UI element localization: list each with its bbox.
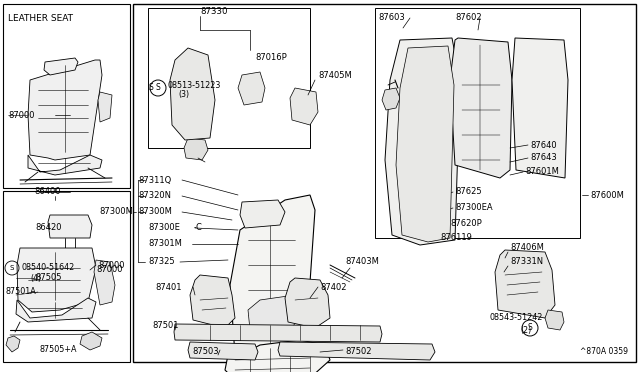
Text: ^870A 0359: ^870A 0359: [580, 347, 628, 356]
Text: 87000: 87000: [98, 260, 125, 269]
Text: 08540-51642: 08540-51642: [22, 263, 76, 273]
Text: 87301M: 87301M: [148, 240, 182, 248]
Text: LEATHER SEAT: LEATHER SEAT: [8, 14, 73, 23]
Polygon shape: [98, 92, 112, 122]
Text: 87603: 87603: [378, 13, 404, 22]
Polygon shape: [16, 298, 96, 322]
Polygon shape: [285, 278, 330, 328]
Text: 87505+A: 87505+A: [40, 346, 77, 355]
Polygon shape: [545, 310, 564, 330]
Polygon shape: [48, 215, 92, 238]
Polygon shape: [28, 155, 102, 175]
Text: -C: -C: [194, 224, 203, 232]
Polygon shape: [248, 295, 298, 335]
Polygon shape: [290, 88, 318, 125]
Text: S: S: [527, 324, 532, 333]
Text: 87300E: 87300E: [148, 224, 180, 232]
Bar: [3, 191, 130, 362]
Bar: [133, 4, 636, 362]
Polygon shape: [512, 38, 568, 178]
Text: 87000: 87000: [8, 110, 35, 119]
Text: 87016P: 87016P: [255, 54, 287, 62]
Polygon shape: [225, 340, 330, 372]
Text: 87300M: 87300M: [138, 208, 172, 217]
Text: 87405M: 87405M: [318, 71, 352, 80]
Text: 87501A: 87501A: [5, 288, 36, 296]
Text: 87403M: 87403M: [345, 257, 379, 266]
Text: 87602: 87602: [455, 13, 482, 22]
Bar: [148, 8, 310, 148]
Text: 87401: 87401: [155, 282, 182, 292]
Text: 87402: 87402: [320, 282, 346, 292]
Polygon shape: [94, 260, 115, 305]
Text: S: S: [10, 265, 14, 271]
Polygon shape: [238, 72, 265, 105]
Text: 87643: 87643: [530, 154, 557, 163]
Text: 87300EA: 87300EA: [455, 203, 493, 212]
Text: 87640: 87640: [530, 141, 557, 150]
Text: 87300M: 87300M: [99, 208, 133, 217]
Polygon shape: [450, 38, 512, 178]
Polygon shape: [230, 195, 315, 365]
Text: 08543-51242: 08543-51242: [490, 314, 543, 323]
Text: 87600M: 87600M: [590, 190, 624, 199]
Text: 87406M: 87406M: [510, 244, 544, 253]
Text: 87625: 87625: [455, 187, 482, 196]
Text: 876119: 876119: [440, 234, 472, 243]
Polygon shape: [184, 138, 208, 160]
Text: 86420: 86420: [35, 224, 61, 232]
Text: 08513-51223: 08513-51223: [168, 80, 221, 90]
Text: 87601M: 87601M: [525, 167, 559, 176]
Bar: [3, 4, 130, 188]
Text: 87000: 87000: [96, 266, 122, 275]
Text: (3): (3): [178, 90, 189, 99]
Text: 87620P: 87620P: [450, 219, 482, 228]
Polygon shape: [240, 200, 285, 228]
Text: 87311Q: 87311Q: [138, 176, 172, 185]
Text: 87320N: 87320N: [138, 192, 171, 201]
Polygon shape: [170, 48, 215, 140]
Polygon shape: [188, 342, 258, 360]
Polygon shape: [28, 60, 102, 160]
Text: 86400: 86400: [35, 187, 61, 196]
Text: S: S: [156, 83, 161, 93]
Text: 87331N: 87331N: [510, 257, 543, 266]
Text: (4): (4): [30, 273, 41, 282]
Polygon shape: [190, 275, 235, 328]
Text: 87330: 87330: [200, 6, 227, 16]
Text: 87503: 87503: [192, 347, 219, 356]
Polygon shape: [17, 248, 96, 312]
Polygon shape: [396, 46, 454, 242]
Bar: [375, 8, 580, 238]
Polygon shape: [6, 336, 20, 352]
Text: 87502: 87502: [345, 347, 371, 356]
Polygon shape: [495, 250, 555, 318]
Text: (2): (2): [520, 326, 531, 334]
Polygon shape: [278, 342, 435, 360]
Text: 87501: 87501: [152, 321, 179, 330]
Polygon shape: [80, 332, 102, 350]
Polygon shape: [382, 88, 400, 110]
Polygon shape: [174, 324, 382, 342]
Polygon shape: [385, 38, 460, 245]
Text: 87505: 87505: [35, 273, 61, 282]
Polygon shape: [44, 58, 78, 75]
Text: S: S: [148, 83, 154, 93]
Text: 87325: 87325: [148, 257, 175, 266]
